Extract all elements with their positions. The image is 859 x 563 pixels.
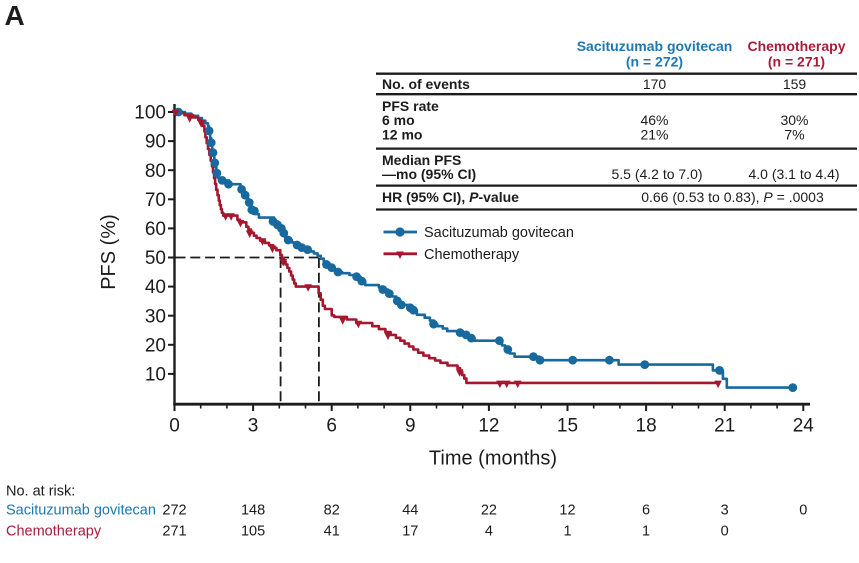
svg-text:24: 24 xyxy=(793,416,815,437)
svg-text:A: A xyxy=(5,0,25,31)
svg-text:17: 17 xyxy=(402,523,418,539)
svg-text:—mo (95% CI): —mo (95% CI) xyxy=(382,166,476,182)
svg-text:9: 9 xyxy=(405,416,416,437)
svg-text:Sacituzumab govitecan: Sacituzumab govitecan xyxy=(577,38,733,54)
svg-text:0.66 (0.53 to 0.83), P = .0003: 0.66 (0.53 to 0.83), P = .0003 xyxy=(641,189,824,205)
svg-text:5.5 (4.2 to 7.0): 5.5 (4.2 to 7.0) xyxy=(611,166,702,182)
svg-text:82: 82 xyxy=(324,503,340,519)
svg-text:1: 1 xyxy=(642,523,650,539)
svg-text:105: 105 xyxy=(241,523,265,539)
svg-text:1: 1 xyxy=(563,523,571,539)
svg-text:30: 30 xyxy=(145,306,166,327)
svg-text:No. of events: No. of events xyxy=(382,76,470,92)
svg-text:12: 12 xyxy=(478,416,499,437)
svg-text:100: 100 xyxy=(134,103,166,124)
svg-text:18: 18 xyxy=(636,416,657,437)
svg-text:Sacituzumab govitecan: Sacituzumab govitecan xyxy=(424,225,574,241)
svg-text:20: 20 xyxy=(145,335,166,356)
svg-text:148: 148 xyxy=(241,503,265,519)
svg-text:12 mo: 12 mo xyxy=(382,126,422,142)
svg-text:15: 15 xyxy=(557,416,578,437)
svg-text:Chemotherapy: Chemotherapy xyxy=(6,523,102,539)
svg-text:6: 6 xyxy=(326,416,337,437)
svg-text:159: 159 xyxy=(783,76,807,92)
svg-text:Time (months): Time (months) xyxy=(429,448,557,470)
svg-text:90: 90 xyxy=(145,132,166,153)
svg-text:70: 70 xyxy=(145,190,166,211)
svg-text:No. at risk:: No. at risk: xyxy=(6,484,75,500)
svg-text:Chemotherapy: Chemotherapy xyxy=(747,38,845,54)
svg-text:Median PFS: Median PFS xyxy=(382,152,461,168)
svg-text:21: 21 xyxy=(714,416,735,437)
svg-text:0: 0 xyxy=(169,416,180,437)
svg-text:40: 40 xyxy=(145,277,166,298)
svg-text:4: 4 xyxy=(485,523,493,539)
svg-text:4.0 (3.1 to 4.4): 4.0 (3.1 to 4.4) xyxy=(748,166,839,182)
svg-text:HR (95% CI), P-value: HR (95% CI), P-value xyxy=(382,189,519,205)
svg-text:PFS (%): PFS (%) xyxy=(98,214,120,290)
svg-text:170: 170 xyxy=(643,76,667,92)
svg-text:6 mo: 6 mo xyxy=(382,112,415,128)
svg-text:22: 22 xyxy=(481,503,497,519)
svg-text:0: 0 xyxy=(721,523,729,539)
svg-text:46%: 46% xyxy=(640,112,668,128)
svg-text:Chemotherapy: Chemotherapy xyxy=(424,247,520,263)
svg-text:10: 10 xyxy=(145,365,166,386)
svg-text:(n = 271): (n = 271) xyxy=(768,53,825,69)
svg-text:PFS rate: PFS rate xyxy=(382,98,439,114)
svg-text:3: 3 xyxy=(721,503,729,519)
svg-text:60: 60 xyxy=(145,219,166,240)
svg-text:Sacituzumab govitecan: Sacituzumab govitecan xyxy=(6,503,156,519)
svg-text:3: 3 xyxy=(248,416,259,437)
svg-text:6: 6 xyxy=(642,503,650,519)
svg-text:272: 272 xyxy=(162,503,186,519)
svg-text:271: 271 xyxy=(162,523,186,539)
svg-text:7%: 7% xyxy=(784,126,804,142)
svg-text:21%: 21% xyxy=(640,126,668,142)
svg-text:44: 44 xyxy=(402,503,418,519)
svg-text:12: 12 xyxy=(559,503,575,519)
svg-text:41: 41 xyxy=(324,523,340,539)
svg-text:0: 0 xyxy=(799,503,807,519)
svg-text:30%: 30% xyxy=(780,112,808,128)
svg-text:50: 50 xyxy=(145,248,166,269)
svg-text:(n = 272): (n = 272) xyxy=(626,53,683,69)
svg-text:80: 80 xyxy=(145,161,166,182)
